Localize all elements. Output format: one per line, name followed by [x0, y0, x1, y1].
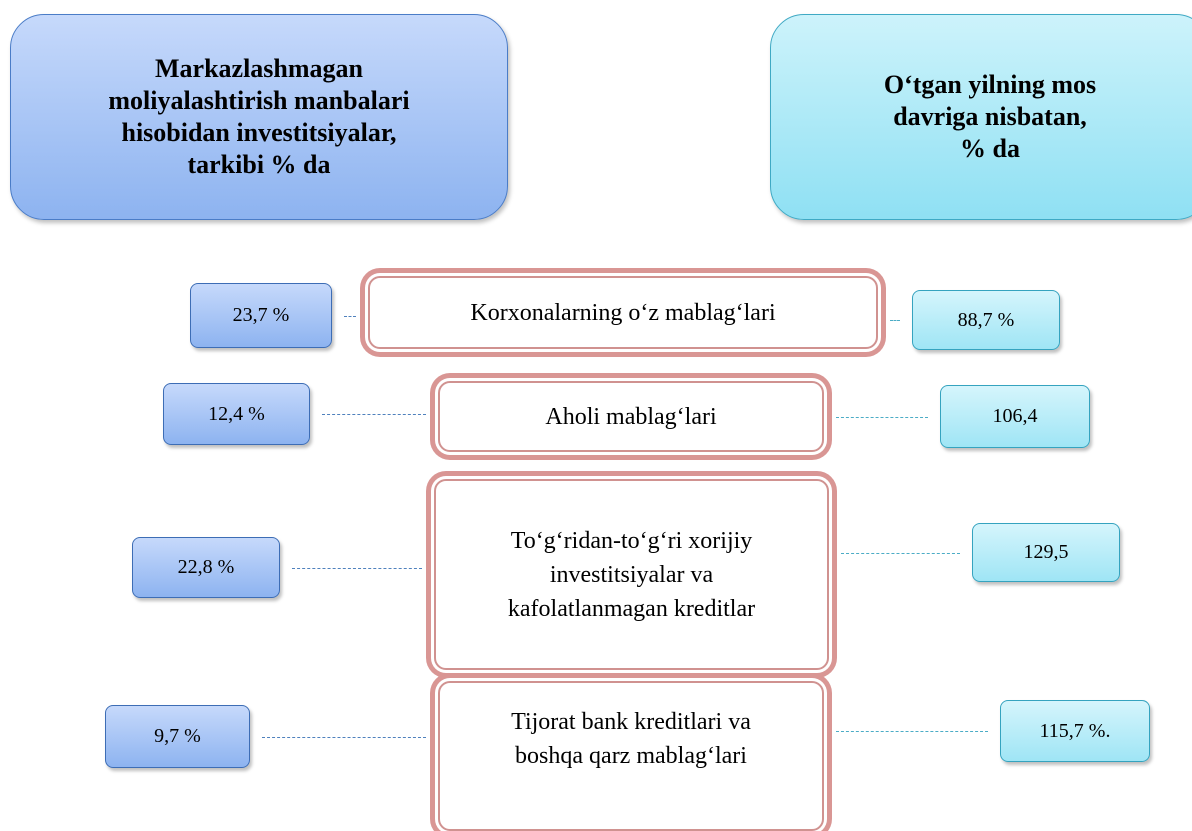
source-label: Korxonalarning o‘z mablag‘lari [368, 276, 878, 349]
text-line: hisobidan investitsiyalar, [121, 118, 397, 147]
left-value: 12,4 % [163, 383, 310, 445]
source-label: Aholi mablag‘lari [438, 381, 824, 452]
text-line: moliyalashtirish manbalari [108, 86, 410, 115]
text-line: tarkibi % da [187, 150, 331, 179]
text-line: davriga nisbatan, [893, 102, 1087, 131]
right-value: 106,4 [940, 385, 1090, 448]
text-line: O‘tgan yilning mos [883, 70, 1097, 99]
text-line: Tijorat bank kreditlari va [511, 709, 751, 735]
text-line: Aholi mablag‘lari [545, 403, 717, 430]
left-value: 22,8 % [132, 537, 280, 598]
right-connector [890, 320, 900, 321]
right-header: O‘tgan yilning mos davriga nisbatan, % da [770, 14, 1192, 220]
text-line: kafolatlanmagan kreditlar [507, 595, 756, 622]
text-line: To‘g‘ridan-to‘g‘ri xorijiy [510, 527, 753, 554]
right-connector [836, 731, 988, 732]
left-connector [262, 736, 426, 738]
text-line: boshqa qarz mablag‘lari [515, 743, 747, 769]
text-line: % da [960, 134, 1020, 163]
text-line: Markazlashmagan [155, 54, 363, 83]
left-connector [344, 315, 356, 317]
right-connector [836, 416, 928, 418]
left-connector [292, 567, 422, 569]
right-value: 115,7 %. [1000, 700, 1150, 762]
left-connector [322, 414, 426, 415]
right-value: 129,5 [972, 523, 1120, 582]
left-value: 23,7 % [190, 283, 332, 348]
source-label: Tijorat bank kreditlari va boshqa qarz ma… [438, 681, 824, 831]
text-line: investitsiyalar va [549, 561, 714, 588]
left-value: 9,7 % [105, 705, 250, 768]
source-label: To‘g‘ridan-to‘g‘ri xorijiy investitsiyala… [434, 479, 829, 670]
right-value: 88,7 % [912, 290, 1060, 350]
text-line: Korxonalarning o‘z mablag‘lari [470, 299, 776, 326]
right-connector [841, 552, 960, 554]
left-header: Markazlashmagan moliyalashtirish manbalar… [10, 14, 508, 220]
